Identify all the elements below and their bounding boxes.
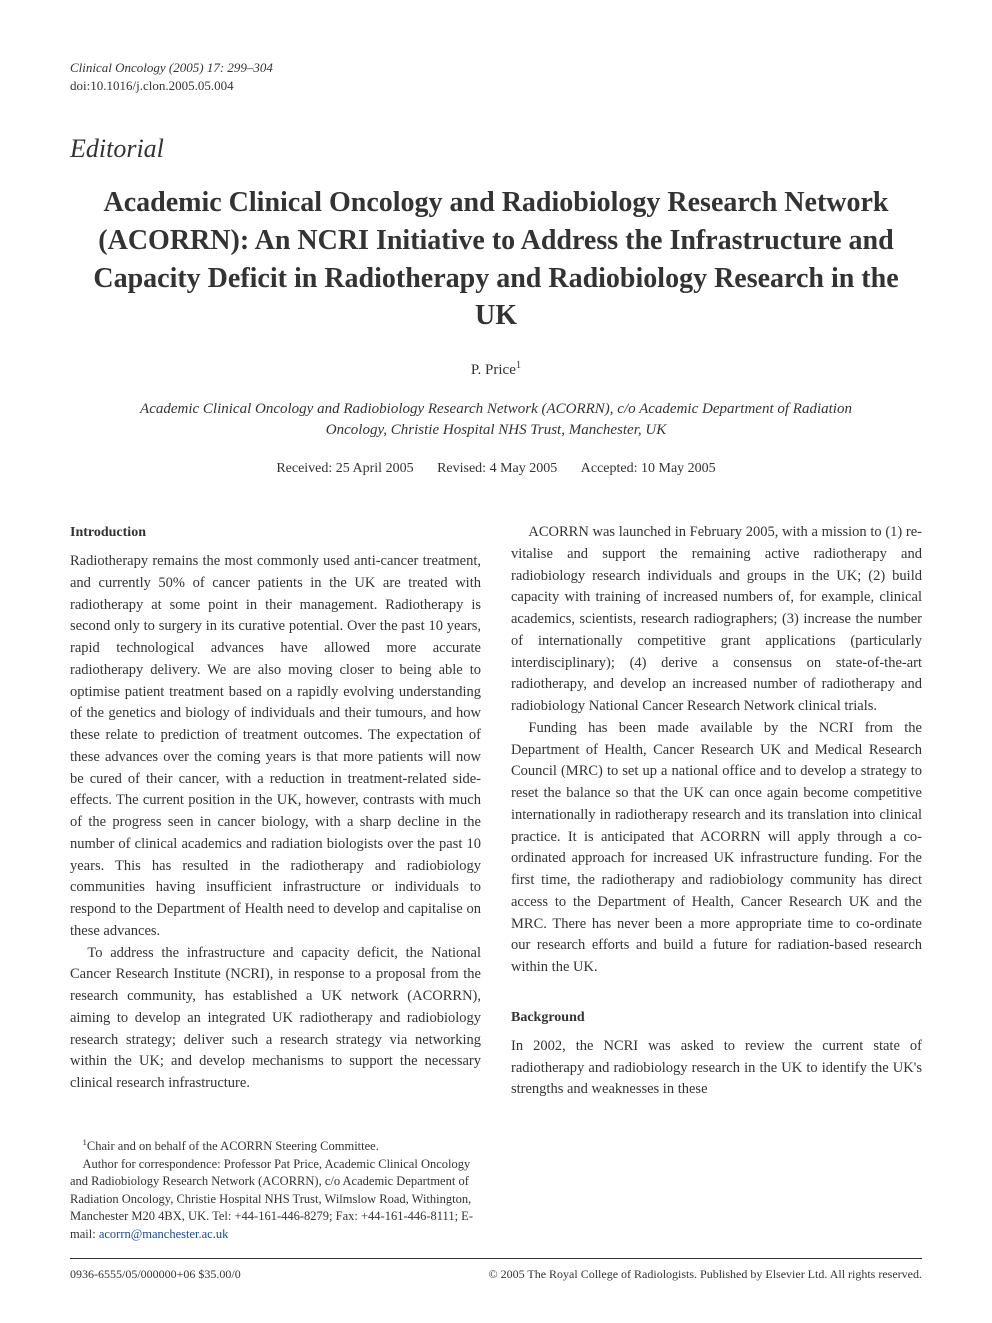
journal-citation: Clinical Oncology (2005) 17: 299–304 xyxy=(70,60,922,76)
article-type: Editorial xyxy=(70,134,922,164)
footnote-correspondence: Author for correspondence: Professor Pat… xyxy=(70,1156,482,1244)
doi: doi:10.1016/j.clon.2005.05.004 xyxy=(70,78,922,94)
revised-date: Revised: 4 May 2005 xyxy=(437,461,557,477)
intro-paragraph-1: Radiotherapy remains the most commonly u… xyxy=(70,551,481,943)
footer-right: © 2005 The Royal College of Radiologists… xyxy=(488,1267,922,1282)
dates-line: Received: 25 April 2005 Revised: 4 May 2… xyxy=(70,461,922,477)
intro-paragraph-3: ACORRN was launched in February 2005, wi… xyxy=(511,522,922,718)
intro-paragraph-2: To address the infrastructure and capaci… xyxy=(70,943,481,1095)
background-heading: Background xyxy=(511,1007,922,1028)
intro-paragraph-4: Funding has been made available by the N… xyxy=(511,718,922,979)
introduction-heading: Introduction xyxy=(70,522,481,543)
accepted-date: Accepted: 10 May 2005 xyxy=(581,461,716,477)
footnotes: 1Chair and on behalf of the ACORRN Steer… xyxy=(70,1136,922,1243)
body-columns: Introduction Radiotherapy remains the mo… xyxy=(70,522,922,1101)
footnote-chair: 1Chair and on behalf of the ACORRN Steer… xyxy=(70,1136,482,1156)
background-paragraph-1: In 2002, the NCRI was asked to review th… xyxy=(511,1036,922,1101)
section-spacer xyxy=(511,979,922,1007)
footer-bar: 0936-6555/05/000000+06 $35.00/0 © 2005 T… xyxy=(70,1258,922,1282)
article-title: Academic Clinical Oncology and Radiobiol… xyxy=(70,184,922,335)
footer-left: 0936-6555/05/000000+06 $35.00/0 xyxy=(70,1267,241,1282)
email-link[interactable]: acorrn@manchester.ac.uk xyxy=(99,1227,229,1241)
author-sup: 1 xyxy=(516,360,521,371)
author-name: P. Price xyxy=(471,362,516,378)
author-line: P. Price1 xyxy=(70,360,922,379)
affiliation: Academic Clinical Oncology and Radiobiol… xyxy=(70,399,922,441)
received-date: Received: 25 April 2005 xyxy=(276,461,413,477)
